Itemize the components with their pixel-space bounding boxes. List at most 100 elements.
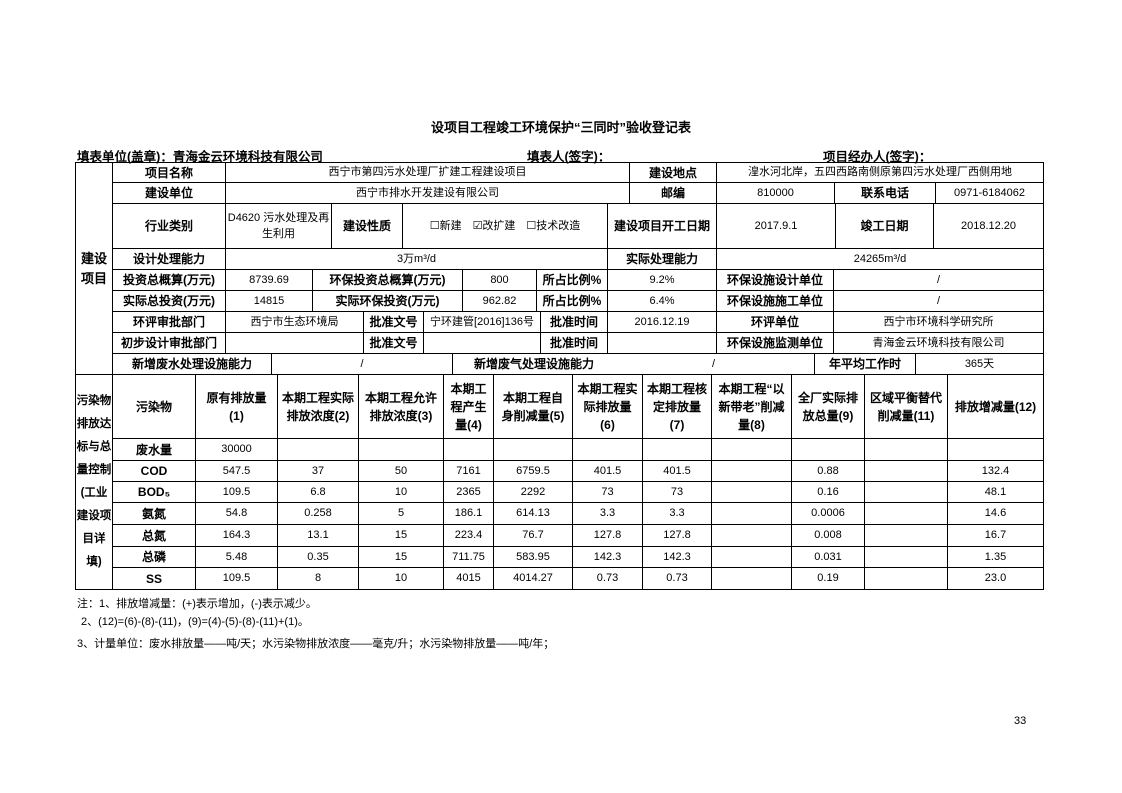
table-cell: 0.35 <box>277 546 359 568</box>
table-cell: 5.48 <box>195 546 278 568</box>
value: 0971-6184062 <box>935 182 1044 204</box>
value: 西宁市排水开发建设有限公司 <box>225 182 630 204</box>
table-cell: 0.88 <box>791 460 865 482</box>
table-cell: 614.13 <box>493 502 573 525</box>
label: 批准文号 <box>363 332 424 354</box>
value: 14815 <box>225 290 313 312</box>
table-cell <box>711 546 792 568</box>
table-cell: 10 <box>358 481 444 503</box>
table-cell <box>572 438 643 461</box>
label: 竣工日期 <box>835 203 934 249</box>
table-cell: 1.35 <box>947 546 1044 568</box>
value: 810000 <box>716 182 835 204</box>
value <box>607 332 717 354</box>
table-cell: 0.73 <box>642 567 712 590</box>
value: 800 <box>462 269 537 291</box>
page-number: 33 <box>1014 715 1027 727</box>
table-cell: 3.3 <box>572 502 643 525</box>
value: 6.4% <box>607 290 717 312</box>
value: 西宁市环境科学研究所 <box>833 311 1044 333</box>
table-cell: 2292 <box>493 481 573 503</box>
value: 青海金云环境科技有限公司 <box>833 332 1044 354</box>
note-1: 注：1、排放增减量：(+)表示增加，(-)表示减少。 <box>77 598 317 610</box>
table-cell: 109.5 <box>195 481 278 503</box>
value: 2018.12.20 <box>933 203 1044 249</box>
label: 年平均工作时 <box>814 353 916 375</box>
table-cell <box>711 524 792 547</box>
value: / <box>833 269 1044 291</box>
note-2: 2、(12)=(6)-(8)-(11)，(9)=(4)-(5)-(8)-(11)… <box>81 616 309 628</box>
column-header: 排放增减量(12) <box>947 374 1044 439</box>
column-header: 本期工程允许排放浓度(3) <box>358 374 444 439</box>
value: 湟水河北岸，五四西路南侧原第四污水处理厂西侧用地 <box>716 162 1044 183</box>
column-header: 原有排放量(1) <box>195 374 278 439</box>
table-cell: 401.5 <box>572 460 643 482</box>
filler-unit: 填表单位(盖章)：青海金云环境科技有限公司 <box>77 150 323 164</box>
table-cell <box>864 546 948 568</box>
table-cell: 30000 <box>195 438 278 461</box>
table-cell <box>711 460 792 482</box>
table-cell <box>791 438 865 461</box>
value: / <box>271 353 453 375</box>
label: 初步设计审批部门 <box>112 332 226 354</box>
table-cell: 0.0006 <box>791 502 865 525</box>
value: 宁环建管[2016]136号 <box>423 311 541 333</box>
label: 所占比例% <box>536 269 608 291</box>
table-cell: 109.5 <box>195 567 278 590</box>
column-header: 本期工程“以新带老”削减量(8) <box>711 374 792 439</box>
table-cell <box>864 567 948 590</box>
table-cell: 48.1 <box>947 481 1044 503</box>
gas-block: 新增废气处理设施能力 / <box>452 353 815 375</box>
table-cell: 142.3 <box>572 546 643 568</box>
project-section-label: 建设项目 <box>75 162 113 375</box>
pollutant-name: BOD₅ <box>112 481 196 503</box>
label: 环保设施监测单位 <box>716 332 834 354</box>
label: 邮编 <box>629 182 717 204</box>
label: 环保设施施工单位 <box>716 290 834 312</box>
table-cell: 73 <box>642 481 712 503</box>
label: 环评单位 <box>716 311 834 333</box>
pollutant-name: 总磷 <box>112 546 196 568</box>
table-cell: 401.5 <box>642 460 712 482</box>
table-cell <box>947 438 1044 461</box>
value: 24265m³/d <box>716 248 1044 270</box>
value: 365天 <box>915 353 1044 375</box>
table-cell: 0.73 <box>572 567 643 590</box>
label: 实际总投资(万元) <box>112 290 226 312</box>
pollutant-name: 废水量 <box>112 438 196 461</box>
column-header: 本期工程实际排放浓度(2) <box>277 374 359 439</box>
table-cell <box>864 524 948 547</box>
table-cell: 5 <box>358 502 444 525</box>
label: 环保投资总概算(万元) <box>312 269 463 291</box>
column-header: 本期工程自身削减量(5) <box>493 374 573 439</box>
pollutant-section-label: 污染物排放达标与总量控制(工业建设项目详填) <box>75 374 113 590</box>
table-cell: 76.7 <box>493 524 573 547</box>
value: D4620 污水处理及再生利用 <box>225 203 332 249</box>
column-header: 区域平衡替代削减量(11) <box>864 374 948 439</box>
table-cell: 186.1 <box>443 502 494 525</box>
table-cell: 583.95 <box>493 546 573 568</box>
table-cell: 223.4 <box>443 524 494 547</box>
column-header: 本期工程产生量(4) <box>443 374 494 439</box>
pollutant-name: 总氮 <box>112 524 196 547</box>
table-cell: 4014.27 <box>493 567 573 590</box>
table-cell <box>443 438 494 461</box>
column-header: 全厂实际排放总量(9) <box>791 374 865 439</box>
column-header: 污染物 <box>112 374 196 439</box>
label: 设计处理能力 <box>112 248 226 270</box>
table-cell: 15 <box>358 546 444 568</box>
value: / <box>833 290 1044 312</box>
value: 2016.12.19 <box>607 311 717 333</box>
table-cell: 127.8 <box>642 524 712 547</box>
form-title: 设项目工程竣工环境保护“三同时”验收登记表 <box>430 120 691 135</box>
table-cell: 7161 <box>443 460 494 482</box>
table-cell: 0.19 <box>791 567 865 590</box>
value: 2017.9.1 <box>716 203 836 249</box>
table-cell: 3.3 <box>642 502 712 525</box>
label: 项目名称 <box>112 162 226 183</box>
label: 联系电话 <box>834 182 936 204</box>
table-cell <box>864 438 948 461</box>
table-cell <box>711 567 792 590</box>
table-cell: 4015 <box>443 567 494 590</box>
